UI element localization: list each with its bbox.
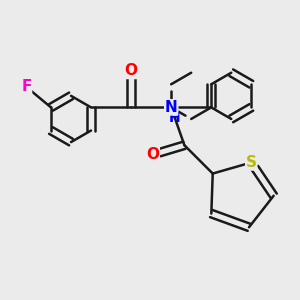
Text: S: S	[246, 155, 257, 170]
Text: F: F	[21, 80, 32, 94]
Text: H: H	[169, 111, 181, 125]
Text: O: O	[146, 147, 159, 162]
Text: O: O	[124, 64, 138, 79]
Text: N: N	[165, 100, 178, 115]
Text: N: N	[165, 100, 178, 115]
